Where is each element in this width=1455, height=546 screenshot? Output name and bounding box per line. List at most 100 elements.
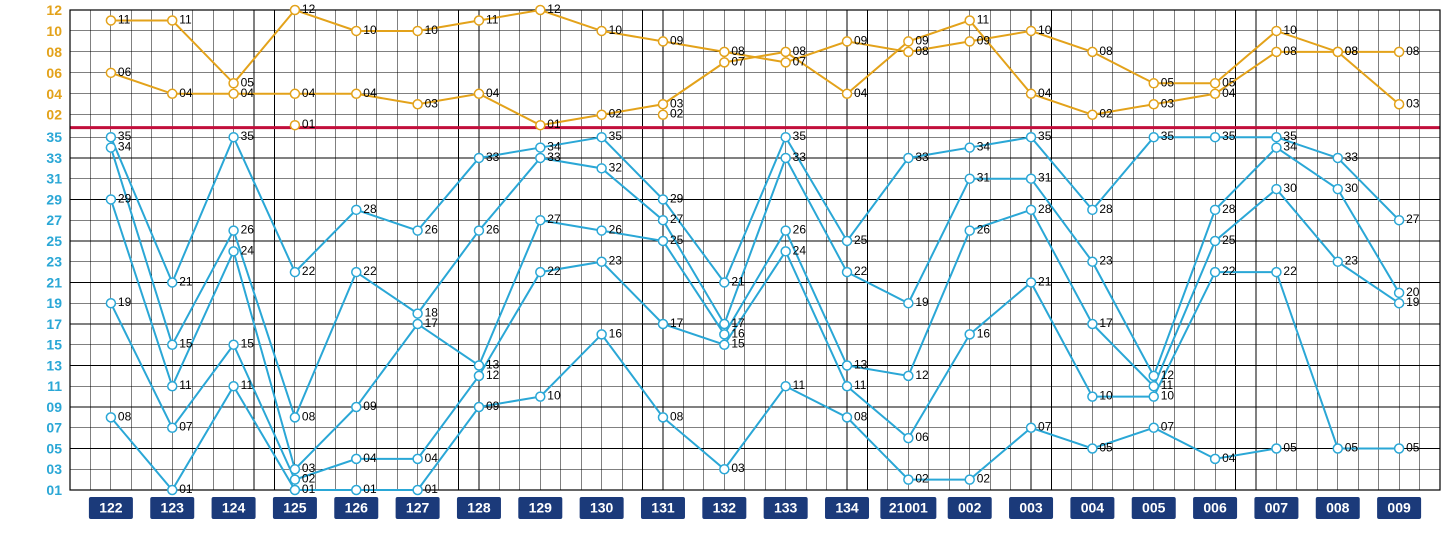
bottom-marker: [474, 371, 483, 380]
top-point-label: 07: [731, 54, 745, 68]
bottom-ytick: 05: [46, 440, 62, 456]
bottom-ytick: 11: [47, 378, 62, 394]
bottom-ytick: 29: [46, 191, 62, 207]
bottom-point-label: 29: [670, 191, 684, 205]
bottom-marker: [352, 268, 361, 277]
bottom-marker: [658, 236, 667, 245]
bottom-point-label: 25: [670, 233, 684, 247]
bottom-marker: [413, 309, 422, 318]
bottom-marker: [168, 278, 177, 287]
top-point-label: 08: [1283, 44, 1297, 58]
top-point-label: 11: [118, 12, 131, 26]
bottom-marker: [1211, 205, 1220, 214]
bottom-marker: [843, 361, 852, 370]
bottom-point-label: 15: [731, 337, 745, 351]
top-marker: [413, 26, 422, 35]
bottom-marker: [1211, 236, 1220, 245]
bottom-ytick: 17: [46, 316, 62, 332]
bottom-point-label: 33: [915, 150, 929, 164]
x-category-text: 128: [467, 500, 491, 516]
bottom-ytick: 03: [46, 461, 62, 477]
top-point-label: 04: [486, 86, 500, 100]
top-ytick: 08: [46, 44, 62, 60]
top-marker: [843, 37, 852, 46]
bottom-marker: [352, 402, 361, 411]
top-marker: [413, 100, 422, 109]
top-point-label: 09: [915, 33, 929, 47]
bottom-marker: [536, 143, 545, 152]
bottom-point-label: 09: [363, 399, 377, 413]
bottom-ytick: 33: [46, 150, 62, 166]
bottom-point-label: 08: [670, 409, 684, 423]
top-marker: [781, 47, 790, 56]
bottom-marker: [781, 226, 790, 235]
bottom-marker: [229, 247, 238, 256]
bottom-point-label: 11: [793, 378, 806, 392]
top-marker: [106, 68, 115, 77]
top-marker: [1027, 89, 1036, 98]
top-point-label: 08: [1406, 44, 1420, 58]
bottom-marker: [1088, 205, 1097, 214]
top-marker: [904, 37, 913, 46]
bottom-marker: [965, 226, 974, 235]
bottom-marker: [1149, 423, 1158, 432]
bottom-ytick: 21: [46, 274, 62, 290]
bottom-marker: [1149, 371, 1158, 380]
bottom-ytick: 01: [46, 482, 62, 498]
top-point-label: 10: [425, 23, 439, 37]
bottom-marker: [965, 143, 974, 152]
top-marker: [781, 58, 790, 67]
top-point-label: 04: [1038, 86, 1052, 100]
bottom-marker: [1333, 257, 1342, 266]
top-marker: [904, 47, 913, 56]
top-point-label: 02: [1099, 107, 1113, 121]
bottom-point-label: 27: [670, 212, 684, 226]
x-category-text: 126: [345, 500, 369, 516]
bottom-marker: [1272, 185, 1281, 194]
bottom-ytick: 13: [46, 357, 62, 373]
x-category-text: 124: [222, 500, 246, 516]
bottom-point-label: 24: [793, 243, 807, 257]
bottom-point-label: 22: [302, 264, 316, 278]
bottom-point-label: 02: [915, 472, 929, 486]
top-marker: [229, 79, 238, 88]
bottom-marker: [168, 486, 177, 495]
bottom-point-label: 11: [854, 378, 867, 392]
bottom-marker: [1272, 444, 1281, 453]
bottom-point-label: 28: [1099, 202, 1113, 216]
bottom-marker: [843, 382, 852, 391]
bottom-marker: [106, 143, 115, 152]
bottom-point-label: 23: [609, 254, 623, 268]
bottom-point-label: 05: [1283, 440, 1297, 454]
bottom-marker: [229, 226, 238, 235]
chart-svg: 1210080604023533312927252321191715131109…: [0, 0, 1455, 541]
bottom-point-label: 27: [1406, 212, 1420, 226]
bottom-point-label: 33: [1345, 150, 1359, 164]
bottom-marker: [597, 330, 606, 339]
top-marker: [168, 16, 177, 25]
bottom-marker: [352, 454, 361, 463]
x-category-text: 130: [590, 500, 614, 516]
bottom-point-label: 22: [363, 264, 377, 278]
x-category-text: 122: [99, 500, 123, 516]
bottom-marker: [168, 340, 177, 349]
top-marker: [658, 100, 667, 109]
bottom-ytick: 07: [46, 420, 62, 436]
bottom-point-label: 10: [1099, 389, 1113, 403]
x-category-text: 133: [774, 500, 798, 516]
top-marker: [1395, 100, 1404, 109]
bottom-point-label: 12: [486, 368, 500, 382]
bottom-marker: [1272, 133, 1281, 142]
top-point-label: 04: [363, 86, 377, 100]
bottom-point-label: 33: [547, 150, 561, 164]
top-point-label: 12: [547, 2, 561, 16]
bottom-point-label: 34: [977, 140, 991, 154]
bottom-point-label: 29: [118, 191, 132, 205]
bottom-marker: [904, 299, 913, 308]
bottom-marker: [106, 413, 115, 422]
bottom-point-label: 21: [179, 274, 193, 288]
bottom-point-label: 05: [1099, 440, 1113, 454]
bottom-marker: [290, 475, 299, 484]
bottom-marker: [1088, 392, 1097, 401]
bottom-marker: [229, 340, 238, 349]
